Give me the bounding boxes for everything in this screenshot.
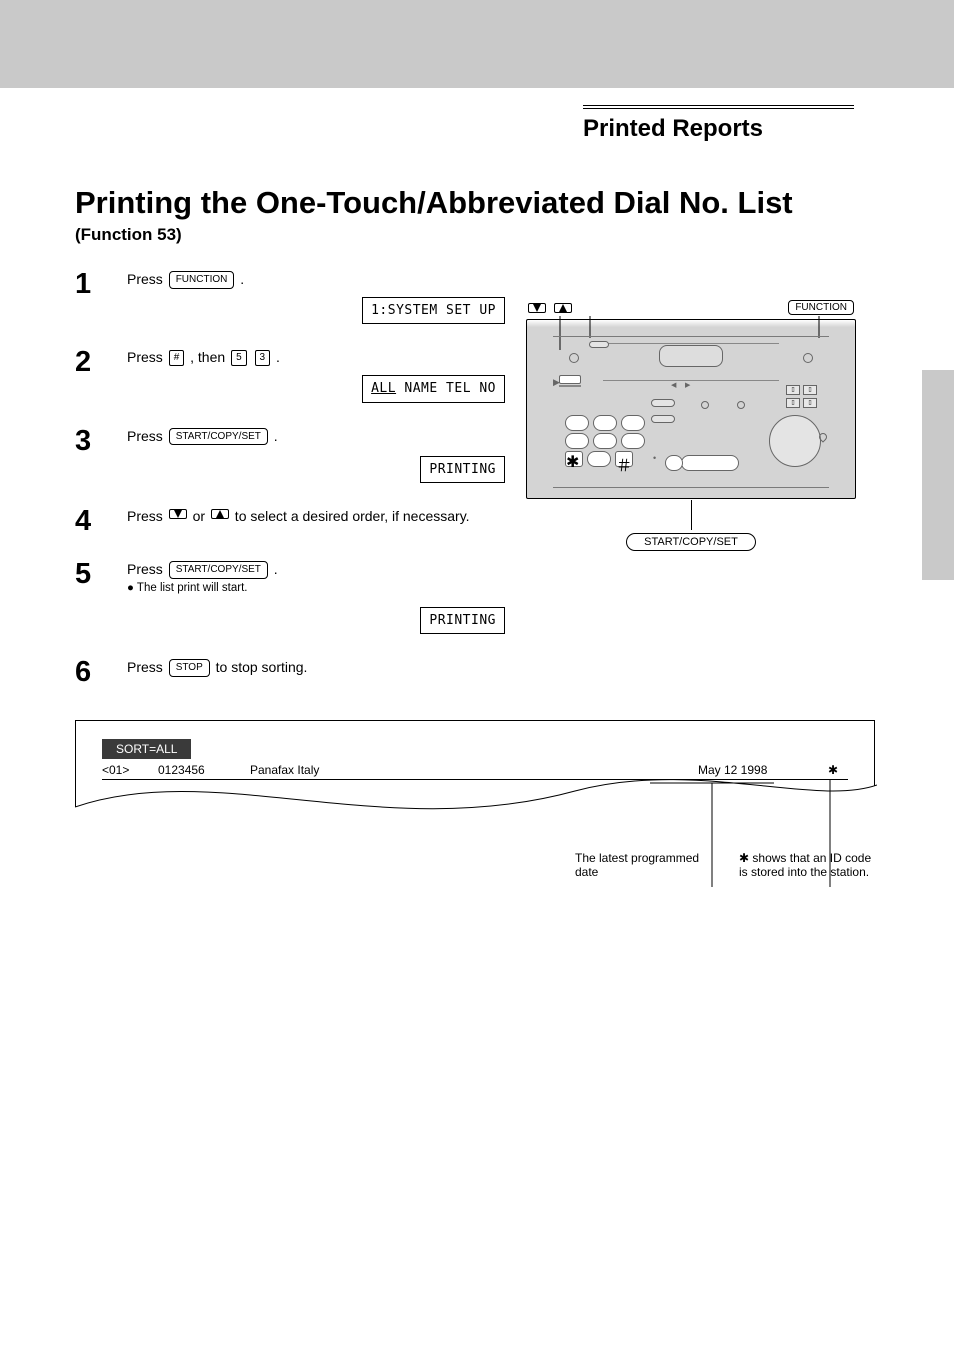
start-button-icon	[681, 455, 739, 471]
step-6: 6Press STOP to stop sorting.	[75, 658, 505, 687]
step-1: 1Press FUNCTION .1:SYSTEM SET UP	[75, 270, 505, 324]
section-tab	[922, 370, 954, 580]
keypad-icon: ✱＃	[565, 415, 645, 469]
lcd-screen-icon	[659, 345, 723, 367]
sort-tag: SORT=ALL	[102, 739, 191, 759]
step-3: 3Press START/COPY/SET .PRINTING	[75, 427, 505, 483]
control-panel-figure: FUNCTION ▶ ✱＃	[526, 300, 856, 551]
header-band	[0, 0, 954, 88]
sample-printout: SORT=ALL <01> 0123456 Panafax Italy May …	[75, 720, 875, 879]
section-subtitle: (Function 53)	[75, 225, 182, 245]
one-touch-pad-icon: ▯▯ ▯▯	[786, 385, 817, 411]
step-5: 5Press START/COPY/SET .● The list print …	[75, 560, 505, 634]
function-key-label: FUNCTION	[788, 300, 854, 315]
section-title: Printing the One-Touch/Abbreviated Dial …	[75, 185, 793, 221]
down-arrow-icon	[528, 303, 546, 313]
step-2: 2Press # , then 5 3 .ALL NAME TEL NO	[75, 348, 505, 402]
start-copy-set-label: START/COPY/SET	[626, 533, 756, 551]
page-title: Printed Reports	[583, 105, 854, 143]
steps-block: 1Press FUNCTION .1:SYSTEM SET UP 2Press #…	[75, 270, 505, 711]
up-arrow-icon	[554, 303, 572, 313]
dial-icon	[769, 415, 821, 467]
step-4: 4Press or to select a desired order, if …	[75, 507, 505, 536]
